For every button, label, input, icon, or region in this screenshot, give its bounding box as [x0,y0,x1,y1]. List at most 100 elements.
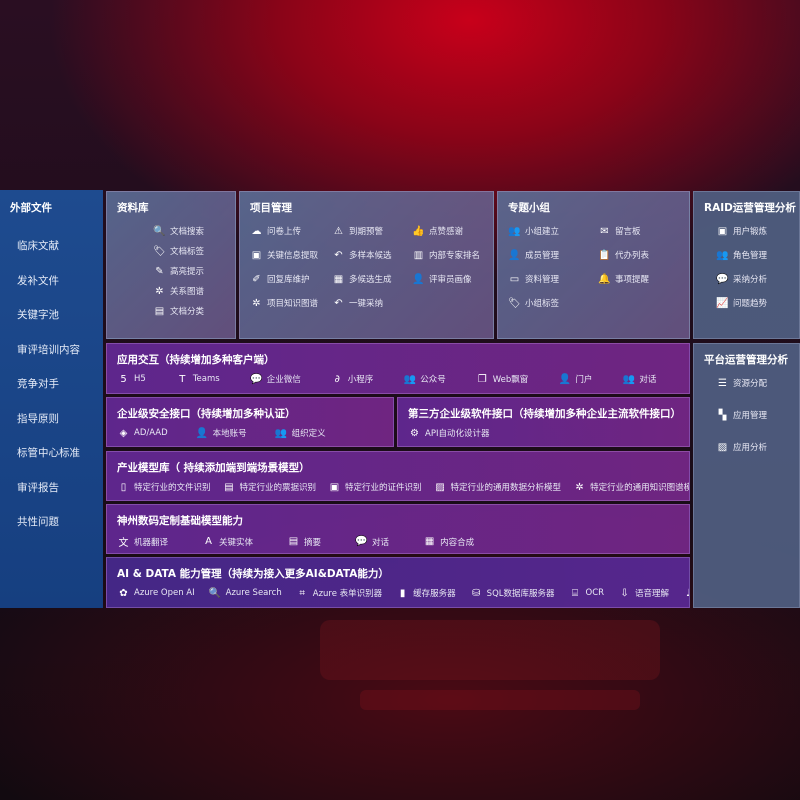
feature-item[interactable]: A 关键实体 [202,534,253,549]
feature-item[interactable]: 🔍 文档搜索 [153,225,225,238]
users-icon: 👥 [508,225,521,237]
feature-item[interactable]: ✉ 留言板 [598,225,688,238]
feature-item[interactable]: 👥 对话 [622,373,657,386]
sidebar-item[interactable]: 竞争对手 [17,378,59,390]
feature-item[interactable]: ⇩ 语音理解 [618,587,669,600]
feature-item[interactable]: ▤ 文档分类 [153,305,225,318]
feature-label: 应用分析 [733,443,768,453]
chat-users-icon: 👥 [622,373,636,385]
feature-label: OCR [585,588,605,598]
feature-item[interactable]: ▭ 资料管理 [508,273,598,286]
feature-item[interactable]: 👥 组织定义 [275,427,326,440]
sidebar-item[interactable]: 共性问题 [17,516,59,528]
feature-label: 一键采纳 [349,299,384,309]
ocr-icon: ⌸ [572,587,578,599]
feature-item[interactable]: ▦ 多候选生成 [332,273,412,286]
feature-item[interactable]: ▦ 内容合成 [423,534,474,549]
feature-label: API自动化设计器 [425,429,490,439]
feature-item[interactable]: 👤 本地账号 [195,427,247,440]
feature-item[interactable]: 💬 采纳分析 [716,273,789,286]
feature-label: 高亮提示 [170,267,205,277]
feature-item[interactable]: 👥 小组建立 [508,225,598,238]
feature-item[interactable]: ✎ 高亮提示 [153,265,225,278]
feature-label: 代办列表 [615,251,650,261]
feature-item[interactable]: ▨ 应用分析 [716,441,789,454]
feature-item[interactable]: T Teams [176,373,219,385]
feature-item[interactable]: ⚠ 到期预警 [332,225,412,238]
local-account-icon: 👤 [195,427,209,439]
feature-item[interactable]: ✿ Azure Open AI [117,587,194,599]
feature-item[interactable]: 🔔 事项提醒 [598,273,688,286]
sidebar-item[interactable]: 指导原则 [17,412,59,425]
sidebar-item[interactable]: 审评报告 [17,481,59,494]
feature-item[interactable]: 📈 问题趋势 [716,297,789,310]
feature-item[interactable]: 5 H5 [117,373,146,385]
feature-item[interactable]: 💬 企业微信 [250,373,301,386]
feature-label: 小程序 [347,375,374,385]
feature-label: 小组建立 [525,227,560,237]
feature-item[interactable]: 💬 对话 [355,534,389,549]
feature-item[interactable]: ▣ 特定行业的证件识别 [328,481,422,494]
feature-label: 文档搜索 [170,227,205,237]
feature-label: 对话 [639,375,657,385]
feature-item[interactable]: ✲ 项目知识图谱 [250,297,332,310]
feature-item[interactable]: ↶ 一键采纳 [332,297,412,310]
portal-user-icon: 👤 [558,373,572,385]
feature-item[interactable]: ∂ 小程序 [331,373,374,386]
feature-item[interactable]: 👤 评审员画像 [412,273,492,286]
mini-program-icon: ∂ [334,373,340,385]
feature-item[interactable]: ✲ 特定行业的通用知识图谱模型 [573,481,689,494]
feature-item[interactable]: ▤ 摘要 [287,534,321,549]
feature-item[interactable]: 🏷 小组标签 [508,297,598,310]
feature-label: AD/AAD [134,428,168,438]
feature-item[interactable]: ◈ AD/AAD [117,427,168,439]
feature-label: 本地账号 [212,429,247,439]
feature-item[interactable]: 🔍 Azure Search [209,587,282,599]
feature-item[interactable]: ☁ 问卷上传 [250,225,332,238]
feature-item[interactable]: ❐ Web飘窗 [476,373,529,386]
sidebar-item[interactable]: 发补文件 [17,274,59,287]
feature-item[interactable]: ⌸ OCR [569,587,605,599]
feature-item[interactable]: 👥 公众号 [403,373,446,386]
feature-item[interactable]: ⌗ Azure 表单识别器 [296,587,382,600]
feature-item[interactable]: ⛁ SQL数据库服务器 [470,587,555,600]
feature-item[interactable]: 👤 门户 [558,373,593,386]
feature-item[interactable]: ✲ 关系图谱 [153,285,225,298]
feature-item[interactable]: ▤ 特定行业的票据识别 [223,481,317,494]
chart-icon: ▨ [435,481,445,493]
feature-item[interactable]: 👥 角色管理 [716,249,789,262]
feature-item[interactable]: ↶ 多样本候选 [332,249,412,262]
feature-item[interactable]: ▥ 内部专家排名 [412,249,492,262]
feature-item[interactable]: 文机器翻译 [117,534,169,550]
feature-item[interactable]: ✐ 回复库维护 [250,273,332,286]
feature-item[interactable]: 🏷 文档标签 [153,245,225,258]
receipt-icon: ▤ [224,481,234,493]
feature-item[interactable]: ▣ 用户锻炼 [716,225,789,238]
id-card-icon: ▣ [717,225,728,237]
feature-item[interactable]: 👍 点赞感谢 [412,225,492,238]
feature-label: 对话 [372,537,390,548]
feature-item[interactable]: ▮ 缓存服务器 [396,587,456,600]
feature-item[interactable]: ♫TTS [683,587,689,599]
summary-icon: ▤ [288,536,299,547]
form-recognizer-icon: ⌗ [299,587,306,599]
panel-title: AI & DATA 能力管理（持续为接入更多AI&DATA能力） [117,568,389,580]
feature-item[interactable]: ▚ 应用管理 [716,409,789,422]
feature-item[interactable]: 👤 成员管理 [508,249,598,262]
feature-item[interactable]: ▯ 特定行业的文件识别 [117,481,211,494]
feature-item[interactable]: ⚙ API自动化设计器 [408,427,490,440]
graph-icon: ✲ [575,481,584,493]
feature-item[interactable]: ☰ 资源分配 [716,377,789,390]
feature-item[interactable]: 📋 代办列表 [598,249,688,262]
feature-label: 应用管理 [733,411,768,421]
sidebar-item[interactable]: 审评培训内容 [17,343,80,356]
feature-item[interactable]: ▨ 特定行业的通用数据分析模型 [434,481,561,494]
sidebar-item[interactable]: 关键字池 [17,309,59,321]
ranking-icon: ▥ [413,249,424,261]
sidebar-item[interactable]: 临床文献 [17,240,59,252]
panel-title: 专题小组 [508,202,550,214]
feature-label: 特定行业的票据识别 [239,483,317,493]
sidebar-item[interactable]: 标管中心标准 [17,447,80,459]
feature-item[interactable]: ▣ 关键信息提取 [250,249,332,262]
alarm-icon: ⚠ [334,225,343,237]
